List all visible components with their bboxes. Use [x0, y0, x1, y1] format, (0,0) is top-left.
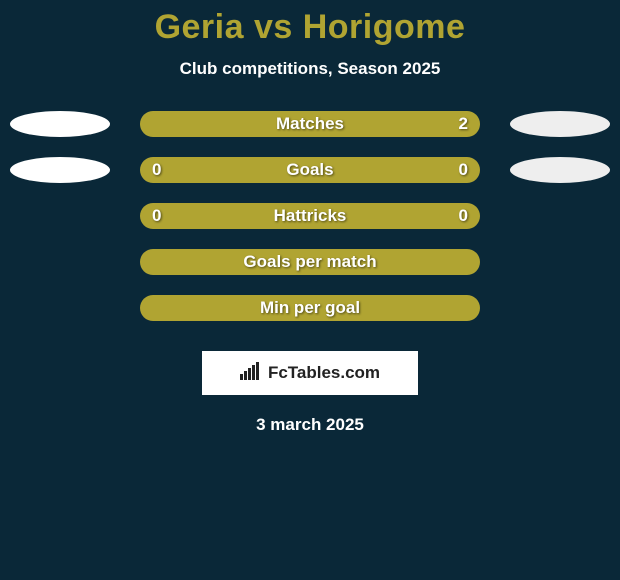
- stat-label: Goals: [286, 160, 333, 180]
- infographic-container: Geria vs Horigome Club competitions, Sea…: [0, 0, 620, 435]
- logo-box: FcTables.com: [202, 351, 418, 395]
- stat-bar: Goals per match: [140, 249, 480, 275]
- stat-bar: 0 Goals 0: [140, 157, 480, 183]
- stat-bar: Min per goal: [140, 295, 480, 321]
- stat-label: Min per goal: [260, 298, 360, 318]
- stat-row: 0 Hattricks 0: [0, 203, 620, 249]
- page-subtitle: Club competitions, Season 2025: [0, 59, 620, 79]
- stat-value-right: 2: [459, 114, 468, 134]
- chart-bars-icon: [240, 362, 262, 385]
- player-left-ellipse: [10, 111, 110, 137]
- page-title: Geria vs Horigome: [0, 8, 620, 47]
- stat-value-right: 0: [459, 206, 468, 226]
- stat-row: Matches 2: [0, 111, 620, 157]
- stat-value-left: 0: [152, 206, 161, 226]
- stat-label: Goals per match: [243, 252, 376, 272]
- player-right-ellipse: [510, 157, 610, 183]
- stat-value-left: 0: [152, 160, 161, 180]
- stat-row: 0 Goals 0: [0, 157, 620, 203]
- stat-bar: 0 Hattricks 0: [140, 203, 480, 229]
- stat-row: Min per goal: [0, 295, 620, 341]
- stat-row: Goals per match: [0, 249, 620, 295]
- player-left-ellipse: [10, 157, 110, 183]
- footer-date: 3 march 2025: [0, 415, 620, 435]
- player-right-ellipse: [510, 111, 610, 137]
- stat-label: Matches: [276, 114, 344, 134]
- stat-bar: Matches 2: [140, 111, 480, 137]
- stat-rows: Matches 2 0 Goals 0 0 Hattricks 0 Goals per matc…: [0, 111, 620, 341]
- stat-value-right: 0: [459, 160, 468, 180]
- logo-inner: FcTables.com: [240, 362, 380, 385]
- stat-label: Hattricks: [274, 206, 347, 226]
- logo-text: FcTables.com: [268, 363, 380, 383]
